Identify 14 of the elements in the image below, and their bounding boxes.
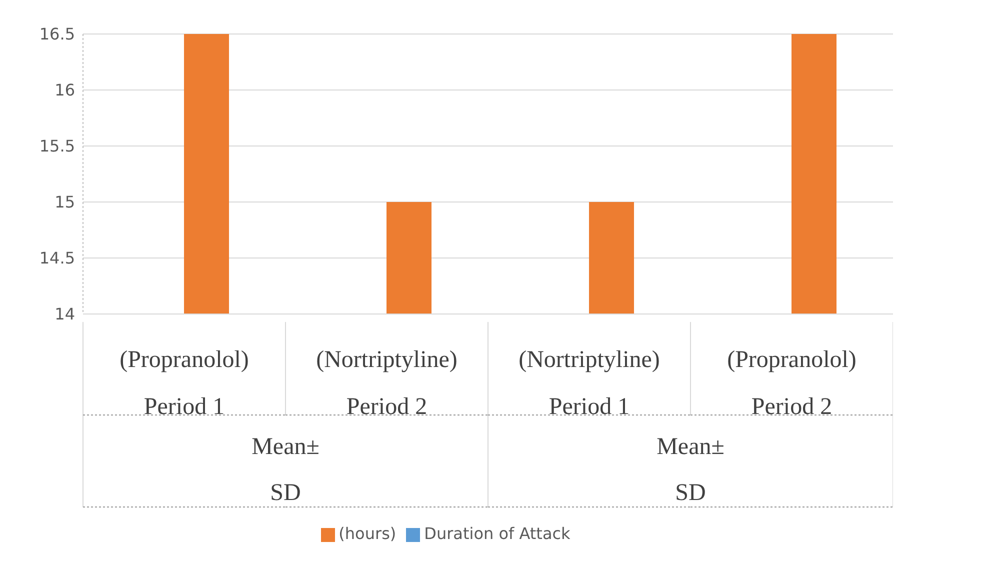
x-tick-label: (Propranolol) Period 1 bbox=[120, 347, 249, 420]
legend-label: (hours) bbox=[338, 524, 396, 543]
y-tick-label: 14.5 bbox=[39, 248, 75, 268]
x-tick-label: (Nortriptyline) Period 1 bbox=[518, 347, 660, 420]
text: Mean± SD bbox=[656, 434, 724, 506]
y-tick-label: 16.5 bbox=[39, 24, 75, 44]
x-tick-label: (Nortriptyline) Period 2 bbox=[316, 347, 458, 420]
y-tick-label: 15.5 bbox=[39, 136, 75, 156]
y-tick-label: 16 bbox=[54, 80, 75, 100]
text: Mean± SD bbox=[252, 434, 320, 506]
y-tick-label: 15 bbox=[54, 192, 75, 212]
x-tick-label: (Propranolol) Period 2 bbox=[727, 347, 856, 420]
y-tick-label: 14 bbox=[54, 304, 75, 324]
legend-label: Duration of Attack bbox=[424, 524, 570, 543]
